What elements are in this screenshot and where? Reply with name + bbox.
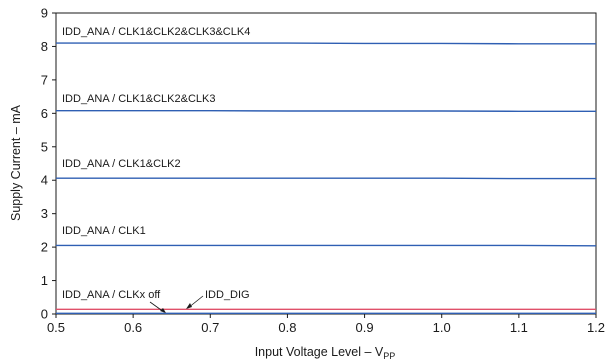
- y-tick-label: 8: [41, 39, 48, 54]
- series-label-clk12: IDD_ANA / CLK1&CLK2: [62, 158, 181, 170]
- x-axis-title: Input Voltage Level – VPP: [255, 345, 396, 361]
- annotation-arrowhead-clkx-off: [160, 308, 166, 313]
- x-tick-label: 1.2: [587, 320, 605, 335]
- y-axis-ticks: 0 1 2 3 4 5 6 7 8 9: [41, 6, 56, 322]
- x-tick-label: 0.9: [356, 320, 374, 335]
- y-tick-label: 7: [41, 72, 48, 87]
- x-tick-label: 0.5: [47, 320, 65, 335]
- y-tick-label: 6: [41, 106, 48, 121]
- plot-area: [55, 12, 597, 315]
- x-tick-label: 0.7: [201, 320, 219, 335]
- series-label-clk1: IDD_ANA / CLK1: [62, 225, 146, 237]
- y-tick-label: 3: [41, 206, 48, 221]
- y-tick-label: 4: [41, 173, 48, 188]
- x-axis-ticks: 0.5 0.6 0.7 0.8 0.9 1.0 1.1 1.2: [47, 314, 605, 335]
- x-axis-title-subscript: PP: [383, 351, 395, 361]
- y-axis-title: Supply Current – mA: [9, 104, 23, 221]
- y-tick-label: 5: [41, 139, 48, 154]
- series-line-idd-ana-clk1-clk2-clk3-clk4: [56, 42, 596, 45]
- x-axis-title-text: Input Voltage Level – V: [255, 345, 384, 359]
- x-tick-label: 0.6: [124, 320, 142, 335]
- series-label-clk1234: IDD_ANA / CLK1&CLK2&CLK3&CLK4: [62, 26, 250, 38]
- series-label-clk123: IDD_ANA / CLK1&CLK2&CLK3: [62, 93, 215, 105]
- y-tick-label: 0: [41, 307, 48, 322]
- series-layer: [56, 42, 597, 314]
- x-tick-label: 1.0: [433, 320, 451, 335]
- series-line-idd-ana-clk1-clk2-clk3: [56, 109, 596, 113]
- series-label-clkx-off: IDD_ANA / CLKx off: [62, 289, 161, 301]
- y-tick-label: 2: [41, 240, 48, 255]
- series-label-idd-dig: IDD_DIG: [205, 289, 250, 301]
- annotation-arrowhead-idd-dig: [186, 303, 192, 309]
- y-tick-label: 9: [41, 6, 48, 21]
- x-tick-label: 1.1: [510, 320, 528, 335]
- y-tick-label: 1: [41, 273, 48, 288]
- x-tick-label: 0.8: [278, 320, 296, 335]
